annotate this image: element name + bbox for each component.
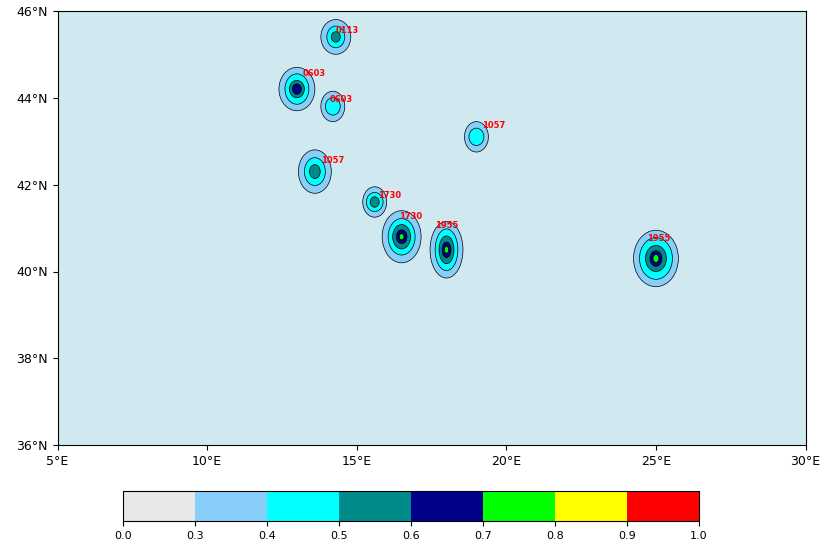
Ellipse shape bbox=[653, 255, 659, 262]
Ellipse shape bbox=[469, 128, 484, 146]
Ellipse shape bbox=[464, 122, 488, 152]
Ellipse shape bbox=[304, 157, 326, 186]
Ellipse shape bbox=[293, 84, 302, 94]
Ellipse shape bbox=[326, 98, 340, 115]
Text: 1057: 1057 bbox=[321, 156, 344, 165]
Ellipse shape bbox=[321, 91, 344, 122]
Ellipse shape bbox=[442, 242, 451, 257]
Ellipse shape bbox=[289, 80, 304, 98]
Ellipse shape bbox=[388, 218, 415, 255]
Text: 1057: 1057 bbox=[483, 121, 506, 130]
Ellipse shape bbox=[363, 187, 386, 217]
Ellipse shape bbox=[399, 233, 404, 240]
Text: 0603: 0603 bbox=[302, 69, 326, 78]
Ellipse shape bbox=[331, 31, 340, 42]
Text: 1955: 1955 bbox=[435, 221, 458, 230]
Ellipse shape bbox=[634, 230, 678, 287]
Ellipse shape bbox=[367, 192, 383, 212]
Text: 0603: 0603 bbox=[330, 95, 353, 104]
Text: 1730: 1730 bbox=[399, 212, 422, 222]
Ellipse shape bbox=[327, 26, 344, 48]
Ellipse shape bbox=[439, 236, 454, 264]
Ellipse shape bbox=[650, 251, 662, 266]
Ellipse shape bbox=[640, 238, 672, 279]
Text: 0113: 0113 bbox=[336, 26, 359, 35]
Ellipse shape bbox=[435, 229, 458, 270]
Ellipse shape bbox=[382, 211, 421, 263]
Ellipse shape bbox=[645, 245, 667, 272]
Ellipse shape bbox=[370, 197, 379, 207]
Ellipse shape bbox=[285, 74, 309, 104]
Ellipse shape bbox=[445, 247, 449, 253]
Text: 1955: 1955 bbox=[647, 234, 671, 243]
Ellipse shape bbox=[309, 165, 321, 179]
Ellipse shape bbox=[298, 150, 331, 193]
Ellipse shape bbox=[321, 20, 351, 54]
Ellipse shape bbox=[279, 67, 315, 111]
Ellipse shape bbox=[396, 230, 407, 244]
Ellipse shape bbox=[430, 222, 463, 278]
Ellipse shape bbox=[393, 225, 411, 249]
Text: 1730: 1730 bbox=[377, 191, 401, 200]
